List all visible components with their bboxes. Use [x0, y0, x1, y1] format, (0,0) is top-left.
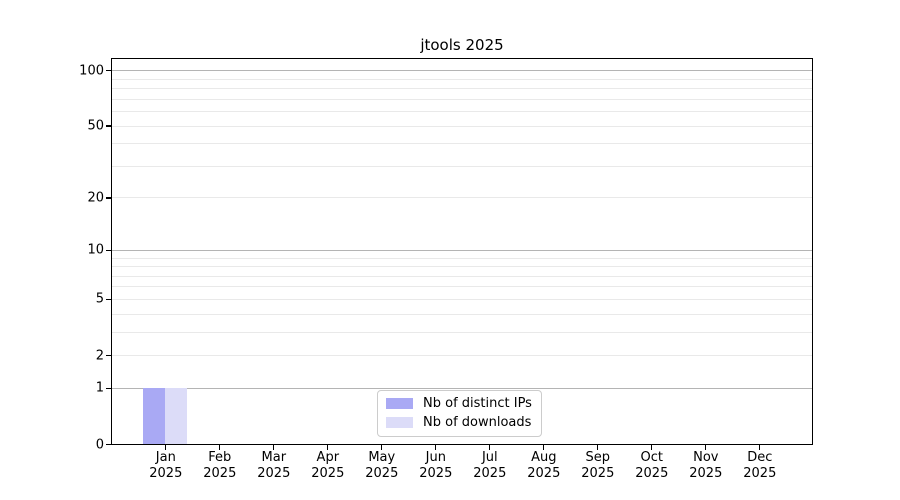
legend-label-distinct-ips: Nb of distinct IPs [423, 396, 532, 411]
minor-gridline [112, 257, 812, 259]
x-tick-year-label: 2025 [203, 466, 237, 481]
major-gridline [112, 387, 812, 389]
minor-gridline [112, 331, 812, 333]
x-tick-label: May 2025 [347, 450, 417, 482]
minor-gridline [112, 355, 812, 357]
minor-gridline [112, 88, 812, 90]
y-tick-label: 20 [87, 190, 104, 206]
x-tick-label: Mar 2025 [239, 450, 309, 482]
x-tick-year-label: 2025 [149, 466, 183, 481]
minor-gridline [112, 197, 812, 199]
y-tick-label: 5 [95, 291, 104, 307]
y-tick-mark [106, 125, 111, 127]
legend: Nb of distinct IPs Nb of downloads [377, 390, 542, 437]
x-tick-year-label: 2025 [743, 466, 777, 481]
y-tick-mark [106, 249, 111, 251]
x-tick-year-label: 2025 [473, 466, 507, 481]
x-tick-year-label: 2025 [311, 466, 345, 481]
x-tick-label: Dec 2025 [725, 450, 795, 482]
y-tick-label: 1 [95, 380, 104, 396]
y-tick-mark [106, 197, 111, 199]
x-tick-year-label: 2025 [581, 466, 615, 481]
y-tick-label: 50 [87, 118, 104, 134]
x-tick-mark [165, 445, 167, 450]
legend-entry-distinct-ips: Nb of distinct IPs [386, 396, 532, 411]
x-tick-label: Sep 2025 [563, 450, 633, 482]
bar-nb-of-distinct-ips [143, 387, 166, 444]
minor-gridline [112, 143, 812, 145]
x-tick-year-label: 2025 [689, 466, 723, 481]
x-tick-label: Feb 2025 [185, 450, 255, 482]
legend-label-downloads: Nb of downloads [423, 415, 532, 430]
y-tick-label: 2 [95, 348, 104, 364]
x-tick-label: Nov 2025 [671, 450, 741, 482]
y-tick-mark [106, 298, 111, 300]
minor-gridline [112, 125, 812, 127]
x-tick-mark [327, 445, 329, 450]
minor-gridline [112, 298, 812, 300]
x-tick-mark [543, 445, 545, 450]
y-tick-mark [106, 354, 111, 357]
x-tick-label: Jun 2025 [401, 450, 471, 482]
x-tick-label: Jul 2025 [455, 450, 525, 482]
bar-nb-of-downloads [165, 387, 188, 444]
minor-gridline [112, 266, 812, 268]
major-gridline [112, 249, 812, 251]
legend-swatch-downloads [386, 417, 413, 428]
x-tick-label: Aug 2025 [509, 450, 579, 482]
minor-gridline [112, 286, 812, 288]
x-tick-mark [381, 445, 383, 450]
x-tick-mark [597, 445, 599, 450]
x-tick-mark [273, 445, 275, 450]
x-tick-year-label: 2025 [527, 466, 561, 481]
x-tick-label: Oct 2025 [617, 450, 687, 482]
plot-area: Nb of distinct IPs Nb of downloads [111, 58, 813, 445]
major-gridline [112, 70, 812, 72]
x-tick-label: Apr 2025 [293, 450, 363, 482]
minor-gridline [112, 275, 812, 277]
x-tick-year-label: 2025 [365, 466, 399, 481]
x-tick-mark [759, 445, 761, 450]
y-tick-mark [106, 387, 111, 389]
minor-gridline [112, 313, 812, 315]
legend-entry-downloads: Nb of downloads [386, 415, 532, 430]
chart-title: jtools 2025 [420, 36, 504, 54]
minor-gridline [112, 111, 812, 113]
x-tick-mark [651, 445, 653, 450]
x-tick-mark [435, 445, 437, 450]
x-tick-mark [705, 445, 707, 450]
y-tick-label: 0 [95, 437, 104, 452]
y-tick-mark [106, 443, 111, 446]
legend-swatch-distinct-ips [386, 398, 413, 409]
minor-gridline [112, 78, 812, 80]
x-tick-mark [489, 445, 491, 450]
x-tick-mark [219, 445, 221, 450]
minor-gridline [112, 98, 812, 100]
y-tick-label: 10 [87, 242, 104, 258]
x-tick-label: Jan 2025 [131, 450, 201, 482]
x-tick-year-label: 2025 [257, 466, 291, 481]
minor-gridline [112, 165, 812, 167]
y-tick-mark [106, 70, 111, 72]
y-tick-label: 100 [79, 63, 104, 79]
x-tick-year-label: 2025 [419, 466, 453, 481]
x-tick-year-label: 2025 [635, 466, 669, 481]
